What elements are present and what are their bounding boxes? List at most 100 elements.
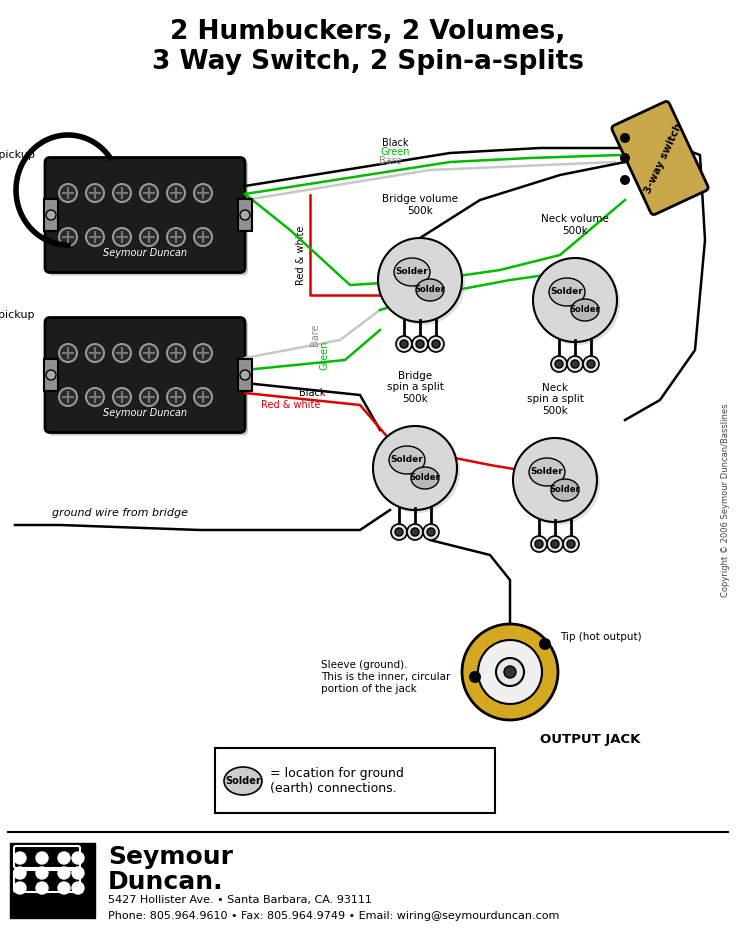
Text: 3-way switch: 3-way switch [643, 121, 684, 195]
Text: Sleeve (ground).
This is the inner, circular
portion of the jack: Sleeve (ground). This is the inner, circ… [321, 660, 450, 694]
Circle shape [59, 388, 77, 406]
Circle shape [563, 536, 579, 552]
Circle shape [36, 852, 48, 864]
Circle shape [36, 867, 48, 879]
Circle shape [504, 666, 516, 678]
Circle shape [412, 336, 428, 352]
Circle shape [59, 184, 77, 202]
Text: Copyright © 2006 Seymour Duncan/Basslines: Copyright © 2006 Seymour Duncan/Bassline… [721, 403, 731, 597]
Text: Solder: Solder [531, 467, 563, 477]
Circle shape [376, 429, 460, 513]
Bar [238, 359, 252, 391]
FancyBboxPatch shape [45, 317, 245, 433]
Circle shape [86, 228, 104, 246]
Circle shape [14, 852, 26, 864]
Circle shape [423, 524, 439, 540]
Circle shape [194, 388, 212, 406]
FancyBboxPatch shape [45, 157, 245, 273]
Text: Bridge
spin a split
500k: Bridge spin a split 500k [386, 371, 443, 404]
Ellipse shape [551, 479, 579, 501]
Circle shape [58, 852, 70, 864]
Circle shape [516, 441, 600, 525]
Circle shape [551, 356, 567, 372]
Circle shape [469, 671, 481, 683]
Text: = location for ground
(earth) connections.: = location for ground (earth) connection… [270, 767, 404, 795]
Circle shape [496, 658, 524, 686]
Circle shape [551, 540, 559, 548]
Text: 2 Humbuckers, 2 Volumes,
3 Way Switch, 2 Spin-a-splits: 2 Humbuckers, 2 Volumes, 3 Way Switch, 2… [152, 19, 584, 75]
Text: OUTPUT JACK: OUTPUT JACK [540, 734, 640, 747]
Text: Tip (hot output): Tip (hot output) [560, 632, 642, 642]
Text: Duncan.: Duncan. [108, 870, 224, 894]
Ellipse shape [389, 446, 425, 474]
Circle shape [113, 184, 131, 202]
Text: Solder: Solder [410, 474, 440, 482]
Ellipse shape [224, 767, 262, 795]
Circle shape [583, 356, 599, 372]
Circle shape [46, 210, 56, 220]
Circle shape [535, 540, 543, 548]
Circle shape [72, 852, 84, 864]
Text: Bridge volume
500k: Bridge volume 500k [382, 195, 458, 216]
Text: Neck volume
500k: Neck volume 500k [541, 214, 609, 236]
Circle shape [400, 340, 408, 348]
Circle shape [86, 344, 104, 362]
Circle shape [240, 370, 250, 380]
Text: Solder: Solder [550, 485, 581, 494]
Text: Solder: Solder [414, 286, 445, 294]
Text: Solder: Solder [396, 267, 428, 277]
Circle shape [113, 344, 131, 362]
Circle shape [167, 184, 185, 202]
Ellipse shape [571, 299, 599, 321]
Circle shape [140, 388, 158, 406]
Circle shape [411, 528, 419, 536]
Text: Neck
spin a split
500k: Neck spin a split 500k [526, 383, 584, 416]
Circle shape [140, 344, 158, 362]
Ellipse shape [549, 278, 585, 306]
Text: Black: Black [299, 388, 325, 398]
Circle shape [539, 638, 551, 650]
Ellipse shape [411, 467, 439, 489]
Circle shape [59, 228, 77, 246]
Text: Red & white: Red & white [261, 400, 320, 410]
Circle shape [513, 438, 597, 522]
Circle shape [427, 528, 435, 536]
Circle shape [620, 175, 630, 185]
Circle shape [58, 882, 70, 894]
Circle shape [58, 867, 70, 879]
Text: Seymour Duncan: Seymour Duncan [103, 248, 187, 258]
Text: ground wire from bridge: ground wire from bridge [52, 508, 188, 518]
Bar [44, 199, 58, 231]
Circle shape [567, 356, 583, 372]
Circle shape [86, 184, 104, 202]
Text: Solder: Solder [570, 305, 601, 315]
Circle shape [395, 528, 403, 536]
FancyBboxPatch shape [48, 160, 248, 276]
Ellipse shape [529, 458, 565, 486]
Bar [215, 748, 495, 813]
Text: Red & white: Red & white [296, 225, 306, 285]
Text: Seymour: Seymour [108, 845, 233, 869]
Circle shape [478, 640, 542, 704]
Circle shape [531, 536, 547, 552]
Circle shape [547, 536, 563, 552]
Text: Neck pickup: Neck pickup [0, 150, 35, 159]
Circle shape [536, 261, 620, 345]
Circle shape [567, 540, 575, 548]
Circle shape [620, 133, 630, 143]
Circle shape [416, 340, 424, 348]
Circle shape [587, 360, 595, 368]
Circle shape [194, 228, 212, 246]
Ellipse shape [416, 279, 444, 301]
Circle shape [407, 524, 423, 540]
Text: Seymour Duncan: Seymour Duncan [103, 408, 187, 418]
Text: 5427 Hollister Ave. • Santa Barbara, CA. 93111: 5427 Hollister Ave. • Santa Barbara, CA.… [108, 895, 372, 905]
Ellipse shape [394, 258, 430, 286]
Circle shape [113, 228, 131, 246]
Circle shape [432, 340, 440, 348]
Text: Solder: Solder [391, 455, 423, 465]
Bar [238, 199, 252, 231]
Text: Solder: Solder [551, 288, 584, 296]
Circle shape [571, 360, 579, 368]
Text: Solder: Solder [225, 776, 261, 786]
